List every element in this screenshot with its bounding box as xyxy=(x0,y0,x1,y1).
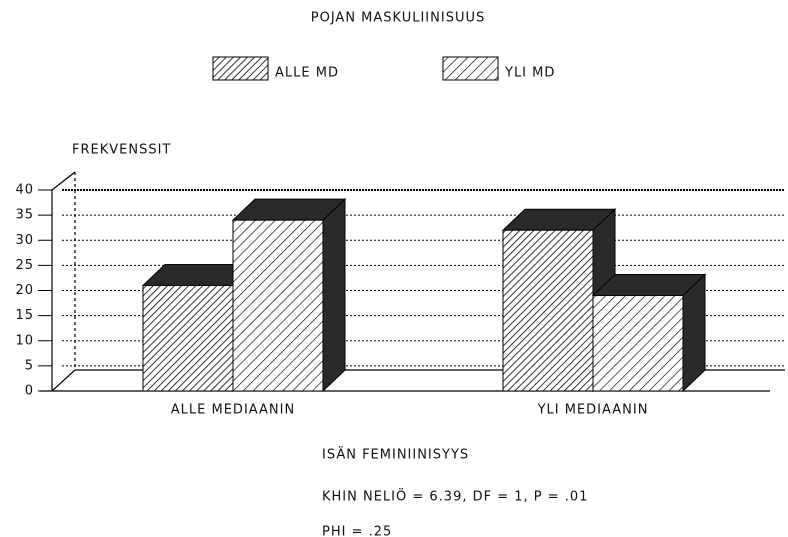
annotation: KHIN NELIÖ = 6.39, DF = 1, P = .01 xyxy=(322,488,588,505)
bar xyxy=(592,295,684,392)
legend-label: YLI MD xyxy=(504,66,555,81)
y-tick-label: 5 xyxy=(25,358,34,373)
y-tick-label: 20 xyxy=(15,283,34,298)
y-tick-label: 15 xyxy=(15,308,34,323)
y-tick-label: 40 xyxy=(15,183,34,198)
x-axis-label: ISÄN FEMINIINISYYS xyxy=(322,447,469,463)
x-tick-label: YLI MEDIAANIN xyxy=(537,403,649,418)
y-tick-label: 10 xyxy=(15,333,34,348)
y-tick-label: 35 xyxy=(15,208,34,223)
legend-swatch xyxy=(212,56,269,81)
bar xyxy=(502,229,594,392)
bar-side xyxy=(682,273,706,393)
x-tick-label: ALLE MEDIAANIN xyxy=(171,403,295,418)
y-tick-label: 25 xyxy=(15,258,34,273)
y-axis-label: FREKVENSSIT xyxy=(72,143,171,158)
y-tick-label: 0 xyxy=(25,384,34,399)
chart-title: POJAN MASKULIINISUUS xyxy=(311,11,485,26)
y-tick-label: 30 xyxy=(15,233,34,248)
legend-label: ALLE MD xyxy=(275,66,339,81)
bar-side xyxy=(322,197,346,393)
bar xyxy=(232,219,324,392)
bar xyxy=(142,284,234,392)
legend-swatch xyxy=(442,56,499,81)
annotation: PHI = .25 xyxy=(322,525,392,537)
